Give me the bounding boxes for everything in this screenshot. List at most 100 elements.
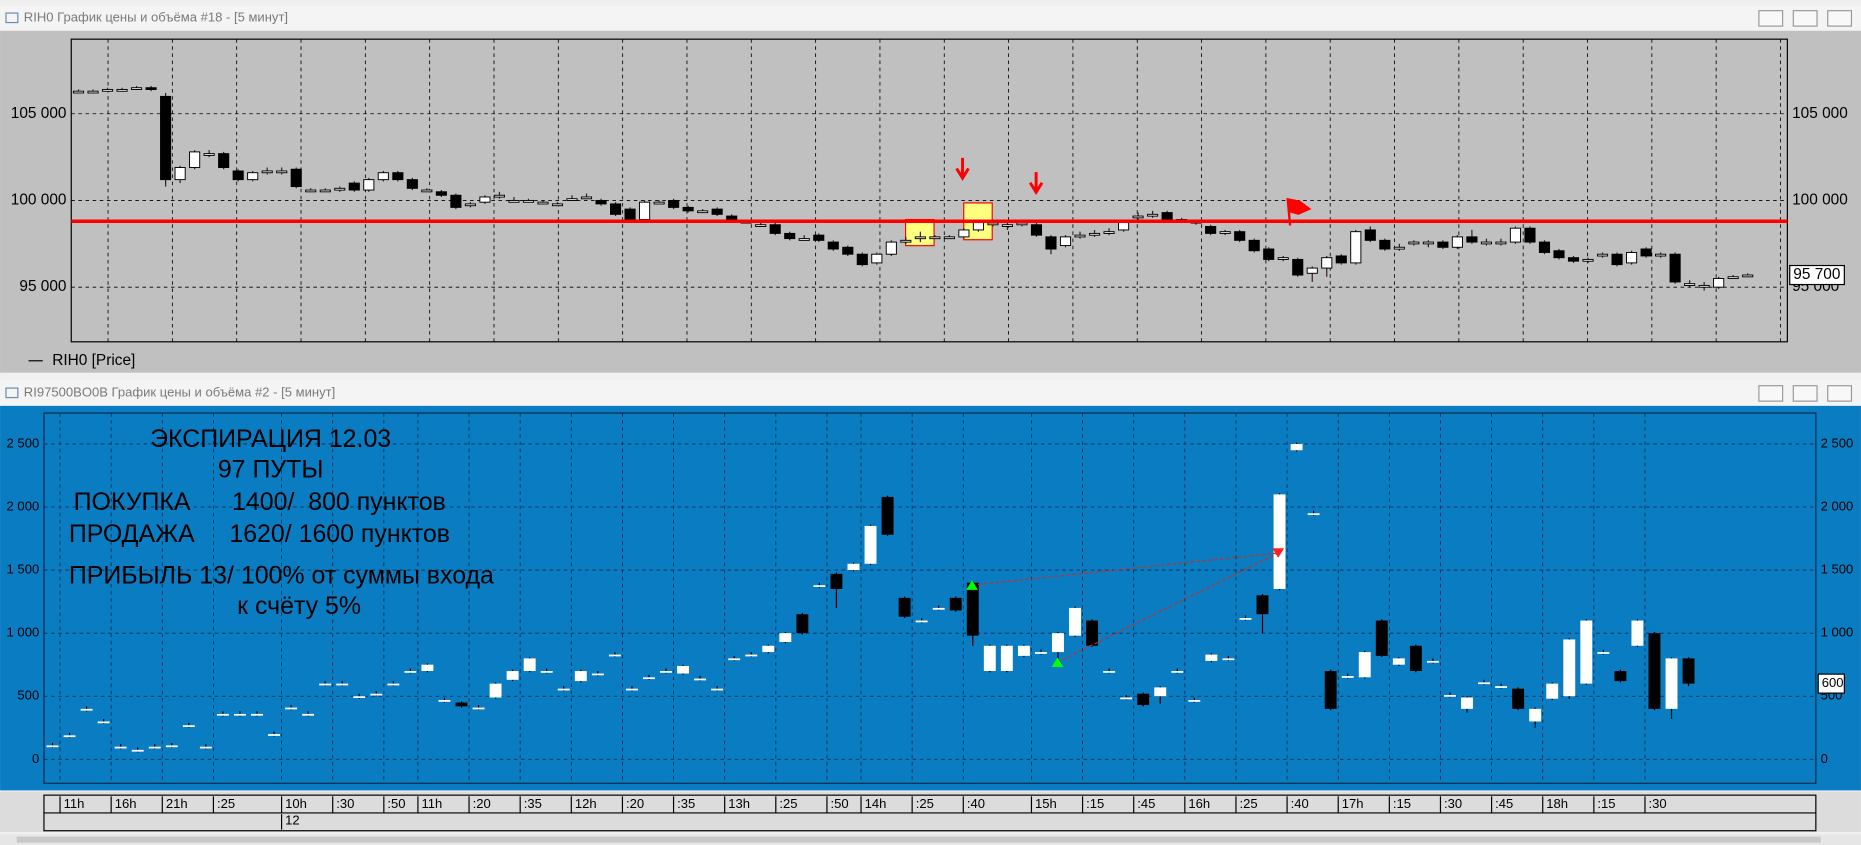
last-price-box: [1789, 264, 1845, 286]
y-tick-label: 100 000: [1792, 192, 1848, 209]
candle-body: [251, 713, 263, 716]
x-tick-label: :30: [1649, 796, 1667, 811]
x-tick-label: :45: [1137, 796, 1155, 811]
candle-body: [1392, 658, 1405, 665]
candle-body: [334, 187, 346, 191]
candle-body: [881, 496, 894, 535]
minimize-button[interactable]: [1758, 10, 1784, 27]
x-tick-label: :30: [1444, 796, 1462, 811]
candle-body: [114, 746, 127, 749]
close-button[interactable]: [1827, 10, 1853, 27]
x-tick-label: :40: [1291, 796, 1309, 811]
title-bar: [0, 5, 1861, 30]
scrollbar-thumb[interactable]: [16, 836, 1821, 843]
candle-body: [987, 222, 999, 226]
candle-body: [949, 597, 962, 611]
y-tick-label: 0: [32, 751, 39, 766]
candle-body: [46, 745, 59, 748]
x-tick-label: :15: [1086, 796, 1104, 811]
x-tick-label: :25: [916, 796, 934, 811]
candle-body: [522, 199, 535, 203]
window-title: RIH0 График цены и объёма #18 - [5 минут…: [24, 9, 288, 24]
candle-body: [233, 713, 246, 716]
candle-body: [898, 597, 911, 617]
candle-body: [1234, 231, 1246, 241]
last-price-label: 600: [1822, 675, 1844, 690]
candle-body: [1379, 239, 1391, 250]
window-icon: [5, 12, 19, 24]
candle-body: [842, 246, 854, 255]
candle-body: [1001, 224, 1014, 227]
candle-body: [174, 167, 186, 181]
candle-body: [1137, 693, 1150, 706]
candle-body: [574, 671, 587, 682]
candle-body: [363, 179, 375, 191]
minimize-button[interactable]: [1758, 385, 1784, 402]
candle-body: [285, 707, 298, 710]
x-tick-label: :35: [677, 796, 695, 811]
x-tick-label: :20: [473, 796, 491, 811]
candle-body: [1016, 222, 1028, 226]
y-tick-label: 2 000: [7, 498, 40, 513]
candle-body: [370, 693, 383, 696]
candle-body: [336, 683, 349, 686]
candle-body: [80, 708, 93, 711]
candle-body: [1393, 246, 1405, 250]
candle-body: [745, 654, 758, 657]
y-tick-label: 1 000: [1821, 625, 1854, 640]
candle-body: [682, 206, 694, 212]
candle-body: [1614, 671, 1627, 682]
candle-body: [900, 239, 912, 243]
candle-body: [1682, 658, 1695, 684]
candle-body: [479, 196, 491, 203]
candle-body: [566, 198, 578, 201]
candle-body: [165, 745, 178, 748]
candle-body: [1631, 620, 1644, 646]
candle-body: [1443, 694, 1456, 697]
last-price-box: [1817, 673, 1845, 694]
annotations: ЭКСПИРАЦИЯ 12.03 97 ПУТЫ ПОКУПКА 1400/ 8…: [69, 157, 1312, 667]
annotation: ПРОДАЖА 1620/ 1600 пунктов: [69, 520, 450, 548]
candle-body: [915, 620, 928, 623]
candle-body: [1698, 284, 1710, 288]
candle-body: [1529, 708, 1542, 722]
x-tick-label: :40: [967, 796, 985, 811]
x-tick-label: 21h: [166, 796, 188, 811]
y-tick-label: 1 000: [7, 625, 40, 640]
candle-body: [1665, 658, 1678, 709]
candle-body: [148, 746, 161, 749]
candle-body: [728, 658, 741, 661]
candle-body: [72, 90, 85, 94]
candle-body: [1277, 257, 1289, 260]
x-tick-label: 16h: [1188, 796, 1210, 811]
maximize-button[interactable]: [1792, 10, 1818, 27]
trade-line: [971, 552, 1279, 586]
candle-body: [1239, 618, 1252, 620]
candle-body: [493, 194, 505, 198]
candle-body: [1655, 253, 1667, 257]
candle-body: [1422, 241, 1434, 245]
sell-marker: [1272, 548, 1285, 558]
candle-body: [1640, 248, 1652, 257]
annotation: ЭКСПИРАЦИЯ 12.03: [150, 425, 391, 453]
candle-body: [1222, 658, 1235, 661]
candle-body: [1480, 241, 1492, 245]
candle-body: [116, 88, 128, 92]
candle-body: [1059, 236, 1072, 247]
candle-body: [1088, 232, 1101, 236]
candle-body: [1120, 697, 1133, 700]
candle-body: [1461, 697, 1473, 709]
candle-body: [261, 170, 273, 174]
maximize-button[interactable]: [1792, 385, 1818, 402]
candle-body: [958, 229, 970, 238]
x-tick-label: :45: [1495, 796, 1513, 811]
candle-body: [1321, 257, 1333, 269]
candle-body: [624, 208, 636, 221]
candle-body: [779, 633, 792, 642]
candle-body: [1684, 283, 1696, 286]
candle-body: [319, 189, 331, 193]
candle-body: [929, 236, 941, 240]
candle-body: [1219, 231, 1231, 234]
close-button[interactable]: [1827, 385, 1853, 402]
